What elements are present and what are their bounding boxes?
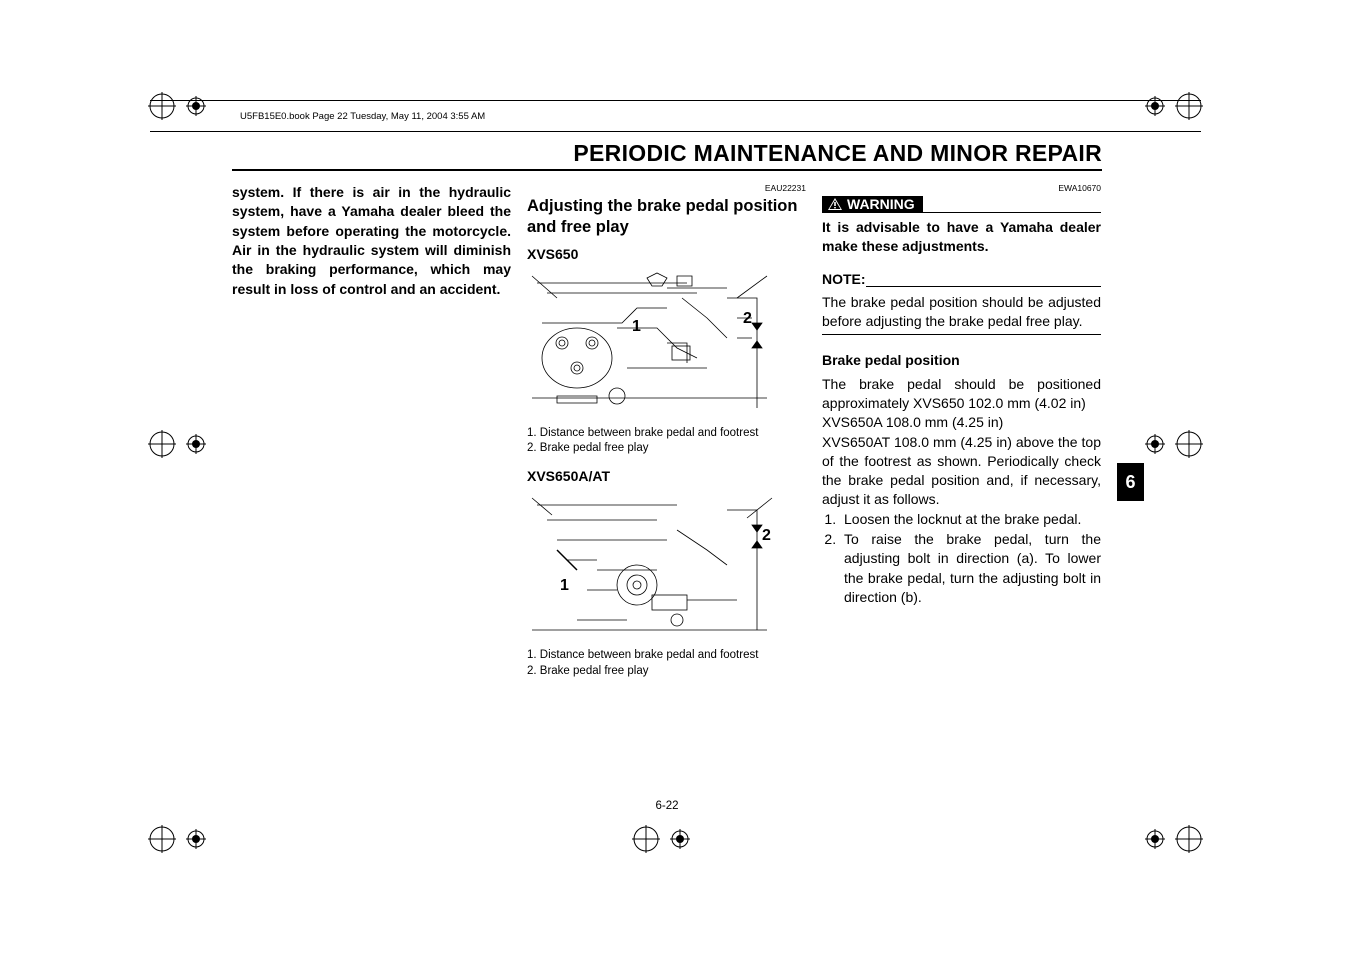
caption-1-2: 2. Brake pedal free play — [527, 441, 806, 457]
body-para-1: The brake pedal should be positioned app… — [822, 375, 1101, 414]
ref-code-ewa: EWA10670 — [822, 183, 1101, 195]
page-content: PERIODIC MAINTENANCE AND MINOR REPAIR sy… — [232, 140, 1102, 689]
warning-row: WARNING — [822, 196, 1101, 213]
column-2: EAU22231 Adjusting the brake pedal posit… — [527, 183, 806, 689]
caption-1-1: 1. Distance between brake pedal and foot… — [527, 426, 806, 442]
caption-2-1: 1. Distance between brake pedal and foot… — [527, 648, 806, 664]
crop-mark-bot-right — [1143, 825, 1203, 858]
section-heading-adjusting: Adjusting the brake pedal position and f… — [527, 196, 806, 239]
model-label-xvs650a: XVS650A/AT — [527, 467, 806, 486]
note-label: NOTE: — [822, 270, 866, 289]
note-close-rule — [822, 334, 1101, 335]
caption-list-1: 1. Distance between brake pedal and foot… — [527, 426, 806, 457]
svg-text:1: 1 — [560, 577, 569, 594]
step-1: Loosen the locknut at the brake pedal. — [840, 510, 1101, 529]
warning-icon — [828, 198, 842, 210]
svg-text:2: 2 — [762, 527, 771, 544]
title-bar: PERIODIC MAINTENANCE AND MINOR REPAIR — [232, 140, 1102, 171]
header-bar: U5FB15E0.book Page 22 Tuesday, May 11, 2… — [150, 100, 1201, 132]
column-3: EWA10670 WARNING It is advisable to have… — [822, 183, 1101, 689]
crop-mark-bot-center — [632, 825, 692, 858]
diagram-xvs650: 1 2 — [527, 268, 777, 420]
crop-mark-mid-right — [1143, 430, 1203, 463]
warning-badge: WARNING — [822, 196, 923, 212]
col1-continuation-text: system. If there is air in the hydraulic… — [232, 183, 511, 299]
chapter-number: 6 — [1125, 472, 1135, 493]
crop-mark-mid-left — [148, 430, 208, 463]
steps-list: Loosen the locknut at the brake pedal. T… — [822, 510, 1101, 608]
body-para-3: XVS650AT 108.0 mm (4.25 in) above the to… — [822, 433, 1101, 510]
running-head: U5FB15E0.book Page 22 Tuesday, May 11, 2… — [150, 111, 485, 122]
note-header: NOTE: — [822, 270, 1101, 289]
svg-text:2: 2 — [743, 310, 752, 327]
chapter-tab: 6 — [1117, 463, 1144, 501]
note-rule — [866, 286, 1101, 287]
column-1: system. If there is air in the hydraulic… — [232, 183, 511, 689]
step-2: To raise the brake pedal, turn the adjus… — [840, 530, 1101, 607]
ref-code-eau: EAU22231 — [527, 183, 806, 195]
body-para-2: XVS650A 108.0 mm (4.25 in) — [822, 413, 1101, 432]
crop-mark-bot-left — [148, 825, 208, 858]
caption-2-2: 2. Brake pedal free play — [527, 664, 806, 680]
note-body: The brake pedal position should be adjus… — [822, 293, 1101, 332]
page-number: 6-22 — [232, 800, 1102, 812]
diagram-xvs650a: 1 2 — [527, 490, 777, 642]
model-label-xvs650: XVS650 — [527, 245, 806, 264]
caption-list-2: 1. Distance between brake pedal and foot… — [527, 648, 806, 679]
subheading-brake-position: Brake pedal position — [822, 351, 1101, 370]
page-title: PERIODIC MAINTENANCE AND MINOR REPAIR — [573, 140, 1102, 166]
warning-text: It is advisable to have a Yamaha dealer … — [822, 218, 1101, 257]
svg-text:1: 1 — [632, 318, 641, 335]
